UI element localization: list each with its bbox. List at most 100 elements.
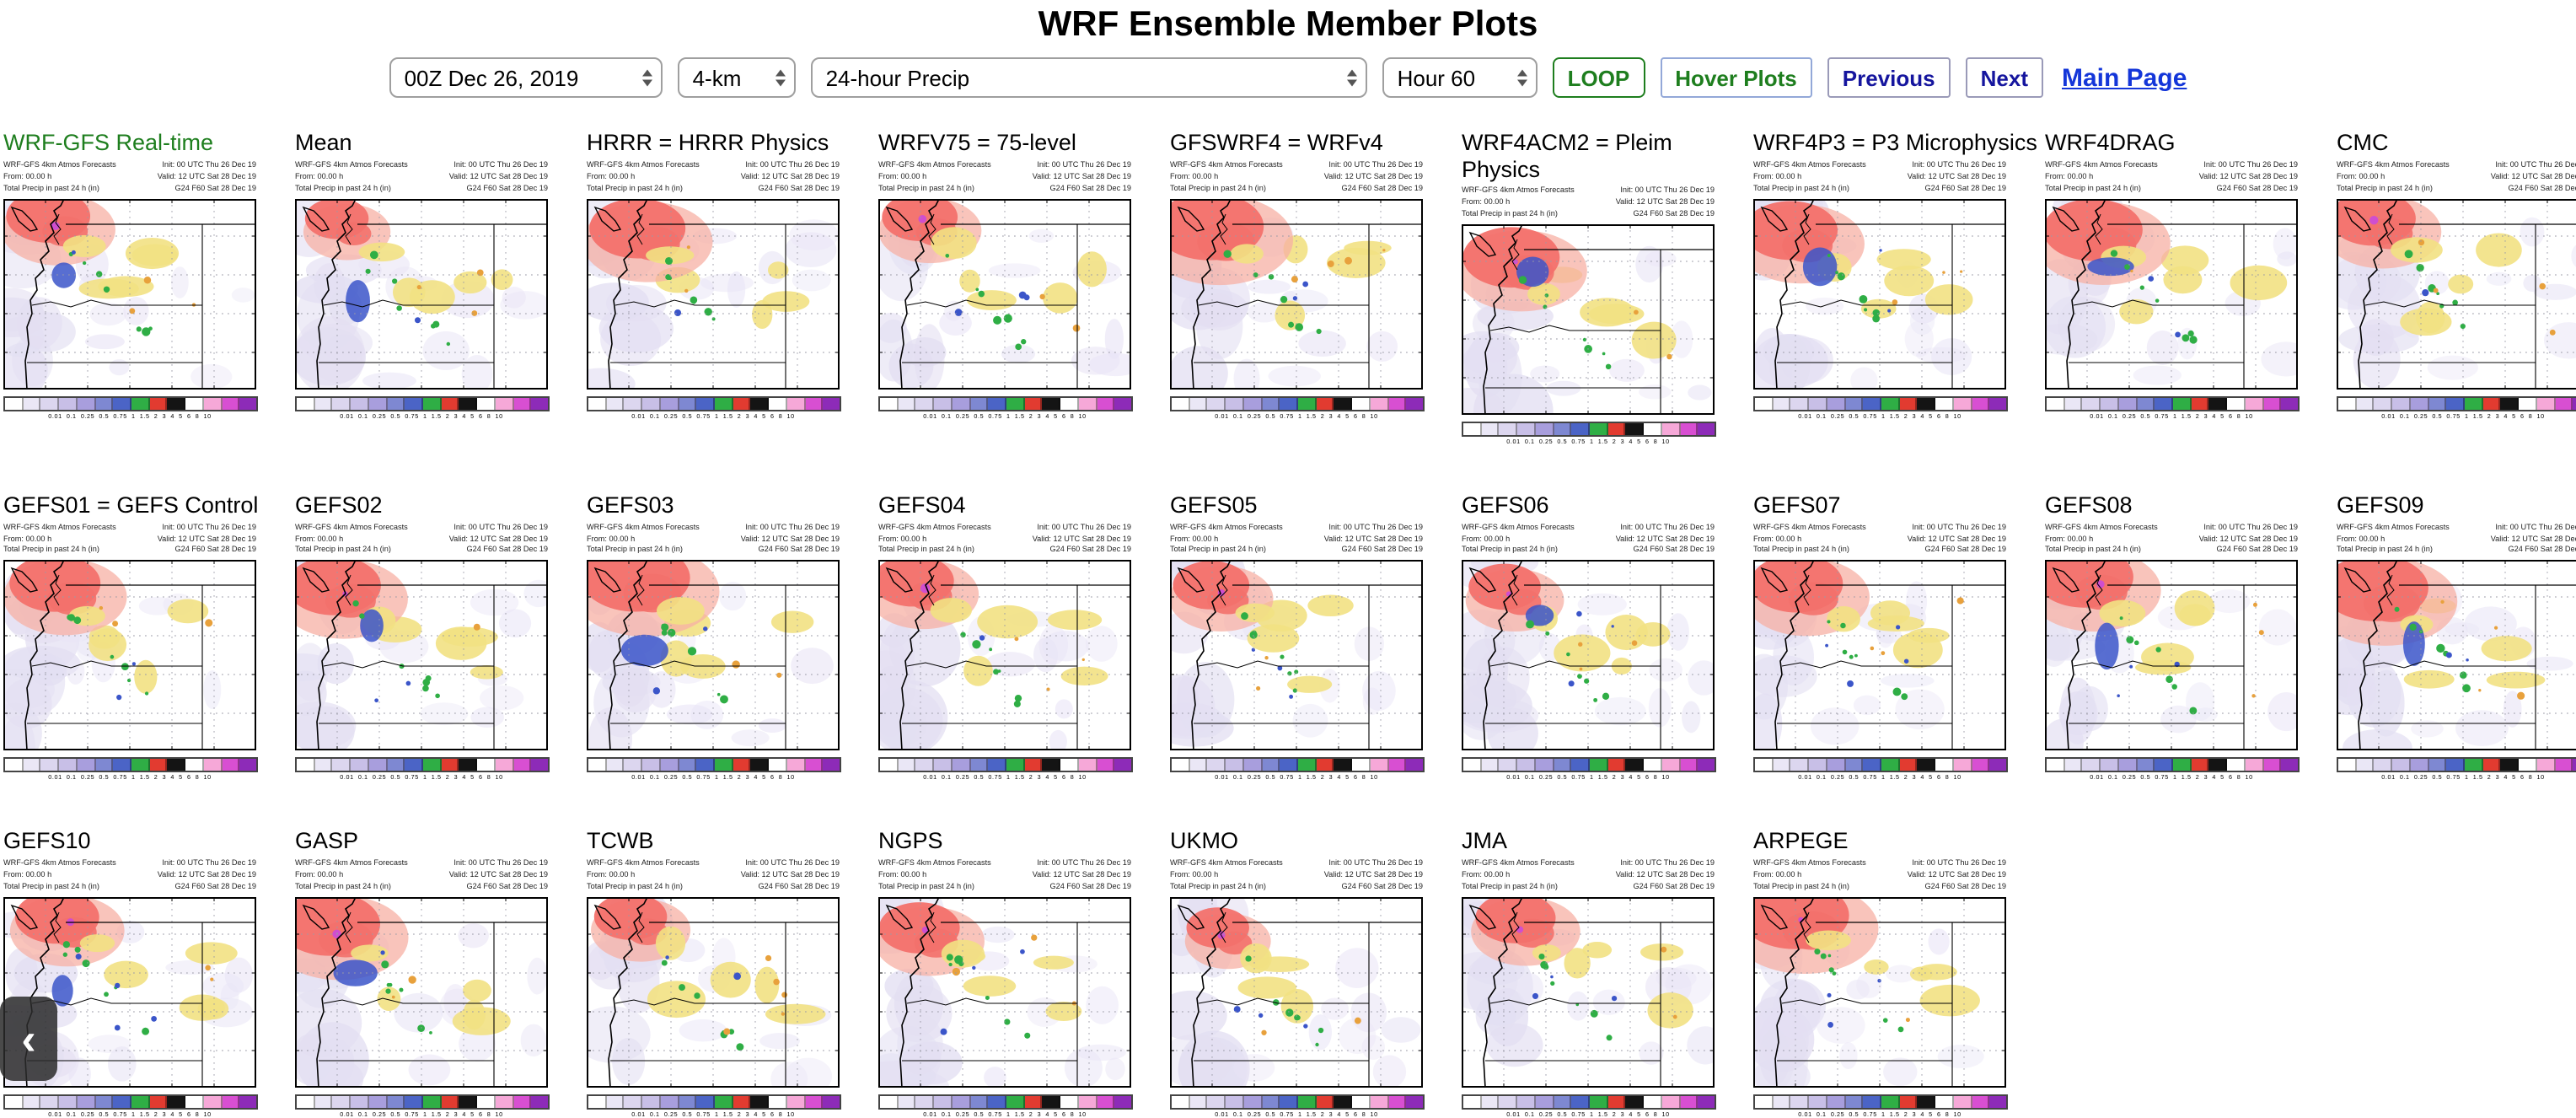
- ensemble-panel: GEFS05 WRF-GFS 4km Atmos Forecasts From:…: [1170, 492, 1455, 782]
- forecast-map-thumbnail[interactable]: [3, 560, 256, 751]
- panel-meta: WRF-GFS 4km Atmos Forecasts From: 00.00 …: [1753, 859, 2006, 894]
- ensemble-panel: NGPS WRF-GFS 4km Atmos Forecasts From: 0…: [878, 829, 1163, 1118]
- panel-label: WRFV75 = 75-level: [878, 130, 1076, 155]
- loop-button[interactable]: LOOP: [1552, 57, 1645, 98]
- panel-meta-left: WRF-GFS 4km Atmos Forecasts From: 00.00 …: [587, 160, 700, 192]
- forecast-map-thumbnail[interactable]: [1462, 223, 1715, 415]
- panel-meta: WRF-GFS 4km Atmos Forecasts From: 00.00 …: [1170, 522, 1423, 556]
- panel-meta-right: Init: 00 UTC Thu 26 Dec 19 Valid: 12 UTC…: [448, 160, 548, 192]
- ensemble-panel: WRF-GFS Real-time WRF-GFS 4km Atmos Fore…: [3, 130, 288, 419]
- ensemble-grid: WRF-GFS Real-time WRF-GFS 4km Atmos Fore…: [0, 103, 2576, 1118]
- forecast-map-thumbnail[interactable]: [1753, 198, 2006, 390]
- panel-label: UKMO: [1170, 828, 1238, 854]
- resolution-select[interactable]: 4-km: [677, 57, 796, 98]
- panel-meta: WRF-GFS 4km Atmos Forecasts From: 00.00 …: [295, 859, 548, 894]
- previous-button[interactable]: Previous: [1827, 57, 1951, 98]
- panel-meta: WRF-GFS 4km Atmos Forecasts From: 00.00 …: [1462, 522, 1715, 556]
- ensemble-panel: GEFS01 = GEFS Control WRF-GFS 4km Atmos …: [3, 492, 288, 782]
- panel-meta-left: WRF-GFS 4km Atmos Forecasts From: 00.00 …: [3, 858, 116, 891]
- forecast-map-thumbnail[interactable]: [1753, 897, 2006, 1088]
- panel-meta-right: Init: 00 UTC Thu 26 Dec 19 Valid: 12 UTC…: [448, 858, 548, 891]
- panel-meta-left: WRF-GFS 4km Atmos Forecasts From: 00.00 …: [2337, 522, 2450, 554]
- panel-meta: WRF-GFS 4km Atmos Forecasts From: 00.00 …: [1462, 185, 1715, 220]
- hover-plots-button[interactable]: Hover Plots: [1660, 57, 1812, 98]
- ensemble-panel: CMC WRF-GFS 4km Atmos Forecasts From: 00…: [2337, 130, 2576, 419]
- precip-colorbar: [1753, 1094, 2008, 1110]
- forecast-map-thumbnail[interactable]: [878, 198, 1131, 390]
- date-select[interactable]: 00Z Dec 26, 2019: [389, 57, 663, 98]
- panel-meta-right: Init: 00 UTC Thu 26 Dec 19 Valid: 12 UTC…: [1032, 160, 1131, 192]
- panel-label: GASP: [295, 828, 359, 854]
- panel-meta-left: WRF-GFS 4km Atmos Forecasts From: 00.00 …: [2337, 160, 2450, 192]
- colorbar-ticks: 0.01 0.1 0.25 0.5 0.75 1 1.5 2 3 4 5 6 8…: [340, 1111, 503, 1118]
- panel-meta-left: WRF-GFS 4km Atmos Forecasts From: 00.00 …: [1170, 858, 1283, 891]
- forecast-map-thumbnail[interactable]: [1753, 560, 2006, 751]
- forecast-map-thumbnail[interactable]: [2045, 198, 2298, 390]
- panel-meta-left: WRF-GFS 4km Atmos Forecasts From: 00.00 …: [878, 858, 991, 891]
- ensemble-panel: GEFS03 WRF-GFS 4km Atmos Forecasts From:…: [587, 492, 872, 782]
- panel-meta-left: WRF-GFS 4km Atmos Forecasts From: 00.00 …: [1170, 522, 1283, 554]
- forecast-map-thumbnail[interactable]: [295, 198, 548, 390]
- date-select-wrap: 00Z Dec 26, 2019: [389, 57, 663, 98]
- forecast-map-thumbnail[interactable]: [878, 897, 1131, 1088]
- ensemble-panel: GASP WRF-GFS 4km Atmos Forecasts From: 0…: [295, 829, 580, 1118]
- colorbar-ticks: 0.01 0.1 0.25 0.5 0.75 1 1.5 2 3 4 5 6 8…: [1798, 1111, 1962, 1118]
- panel-meta-left: WRF-GFS 4km Atmos Forecasts From: 00.00 …: [1462, 185, 1575, 218]
- panel-meta-right: Init: 00 UTC Thu 26 Dec 19 Valid: 12 UTC…: [157, 522, 256, 554]
- panel-label: JMA: [1462, 828, 1507, 854]
- precip-colorbar: [295, 1094, 550, 1110]
- forecast-map-thumbnail[interactable]: [587, 198, 840, 390]
- colorbar-ticks: 0.01 0.1 0.25 0.5 0.75 1 1.5 2 3 4 5 6 8…: [1798, 412, 1962, 420]
- colorbar-ticks: 0.01 0.1 0.25 0.5 0.75 1 1.5 2 3 4 5 6 8…: [48, 774, 212, 782]
- panel-meta: WRF-GFS 4km Atmos Forecasts From: 00.00 …: [587, 522, 840, 556]
- toolbar: 00Z Dec 26, 2019 4-km 24-hour Precip Hou…: [0, 52, 2576, 103]
- forecast-map-thumbnail[interactable]: [1170, 198, 1423, 390]
- panel-meta: WRF-GFS 4km Atmos Forecasts From: 00.00 …: [2337, 522, 2576, 556]
- forecast-map-thumbnail[interactable]: [587, 897, 840, 1088]
- panel-label: GEFS02: [295, 492, 383, 518]
- panel-label: Mean: [295, 130, 352, 155]
- next-button[interactable]: Next: [1965, 57, 2043, 98]
- precip-colorbar: [2337, 395, 2576, 411]
- ensemble-panel: GEFS09 WRF-GFS 4km Atmos Forecasts From:…: [2337, 492, 2576, 782]
- main-page-link[interactable]: Main Page: [2062, 63, 2187, 92]
- panel-meta: WRF-GFS 4km Atmos Forecasts From: 00.00 …: [3, 522, 256, 556]
- forecast-map-thumbnail[interactable]: [1170, 897, 1423, 1088]
- colorbar-ticks: 0.01 0.1 0.25 0.5 0.75 1 1.5 2 3 4 5 6 8…: [1215, 774, 1378, 782]
- forecast-map-thumbnail[interactable]: [3, 198, 256, 390]
- panel-meta-left: WRF-GFS 4km Atmos Forecasts From: 00.00 …: [295, 522, 408, 554]
- colorbar-ticks: 0.01 0.1 0.25 0.5 0.75 1 1.5 2 3 4 5 6 8…: [2090, 774, 2253, 782]
- panel-meta: WRF-GFS 4km Atmos Forecasts From: 00.00 …: [1170, 859, 1423, 894]
- panel-meta-left: WRF-GFS 4km Atmos Forecasts From: 00.00 …: [2045, 522, 2158, 554]
- colorbar-ticks: 0.01 0.1 0.25 0.5 0.75 1 1.5 2 3 4 5 6 8…: [1506, 1111, 1670, 1118]
- forecast-map-thumbnail[interactable]: [2337, 198, 2576, 390]
- panel-label: GEFS06: [1462, 492, 1549, 518]
- product-select[interactable]: 24-hour Precip: [810, 57, 1367, 98]
- panel-meta: WRF-GFS 4km Atmos Forecasts From: 00.00 …: [878, 522, 1131, 556]
- forecast-map-thumbnail[interactable]: [2337, 560, 2576, 751]
- ensemble-panel: HRRR = HRRR Physics WRF-GFS 4km Atmos Fo…: [587, 130, 872, 419]
- panel-meta-left: WRF-GFS 4km Atmos Forecasts From: 00.00 …: [295, 858, 408, 891]
- colorbar-ticks: 0.01 0.1 0.25 0.5 0.75 1 1.5 2 3 4 5 6 8…: [1506, 774, 1670, 782]
- forecast-map-thumbnail[interactable]: [1462, 897, 1715, 1088]
- panel-meta: WRF-GFS 4km Atmos Forecasts From: 00.00 …: [3, 160, 256, 195]
- forecast-map-thumbnail[interactable]: [1170, 560, 1423, 751]
- hour-select[interactable]: Hour 60: [1382, 57, 1538, 98]
- forecast-map-thumbnail[interactable]: [295, 560, 548, 751]
- colorbar-ticks: 0.01 0.1 0.25 0.5 0.75 1 1.5 2 3 4 5 6 8…: [1215, 412, 1378, 420]
- panel-meta-right: Init: 00 UTC Thu 26 Dec 19 Valid: 12 UTC…: [157, 858, 256, 891]
- panel-meta: WRF-GFS 4km Atmos Forecasts From: 00.00 …: [1753, 522, 2006, 556]
- forecast-map-thumbnail[interactable]: [587, 560, 840, 751]
- colorbar-ticks: 0.01 0.1 0.25 0.5 0.75 1 1.5 2 3 4 5 6 8…: [2381, 412, 2545, 420]
- panel-label: GEFS04: [878, 492, 966, 518]
- panel-meta-right: Init: 00 UTC Thu 26 Dec 19 Valid: 12 UTC…: [2198, 522, 2298, 554]
- panel-meta: WRF-GFS 4km Atmos Forecasts From: 00.00 …: [878, 160, 1131, 195]
- forecast-map-thumbnail[interactable]: [878, 560, 1131, 751]
- panel-meta-left: WRF-GFS 4km Atmos Forecasts From: 00.00 …: [2045, 160, 2158, 192]
- ensemble-panel: GFSWRF4 = WRFv4 WRF-GFS 4km Atmos Foreca…: [1170, 130, 1455, 419]
- scroll-left-button[interactable]: ‹: [0, 997, 57, 1081]
- forecast-map-thumbnail[interactable]: [1462, 560, 1715, 751]
- product-select-wrap: 24-hour Precip: [810, 57, 1367, 98]
- forecast-map-thumbnail[interactable]: [2045, 560, 2298, 751]
- forecast-map-thumbnail[interactable]: [295, 897, 548, 1088]
